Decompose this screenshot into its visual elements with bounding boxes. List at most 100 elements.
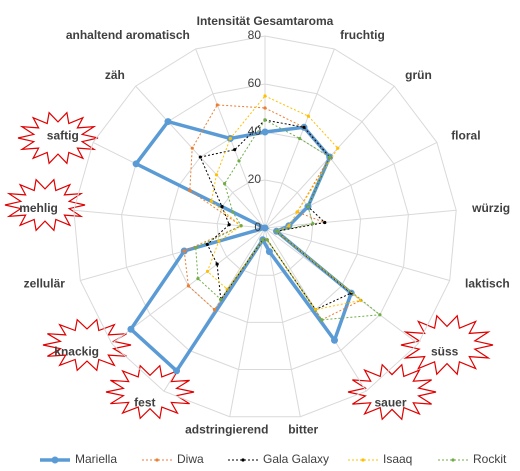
data-point: [196, 277, 200, 281]
data-point: [295, 210, 299, 214]
data-point: [188, 188, 192, 193]
category-label: anhaltend aromatisch: [66, 28, 190, 42]
data-point: [378, 313, 382, 317]
starburst: [400, 314, 494, 376]
legend-marker: [155, 458, 159, 462]
category-label: laktisch: [465, 277, 510, 291]
data-point: [263, 94, 267, 98]
legend-label: Gala Galaxy: [263, 452, 329, 466]
data-point: [306, 205, 310, 209]
data-point: [237, 159, 241, 163]
y-tick-label: 60: [248, 76, 262, 90]
category-label: knackig: [54, 344, 99, 358]
series-line: [183, 104, 362, 321]
data-point: [231, 210, 235, 214]
data-point: [336, 146, 340, 150]
y-tick-label: 80: [248, 28, 262, 42]
spoke: [264, 209, 457, 229]
legend-label: Rockit: [473, 452, 507, 466]
data-point: [298, 136, 302, 141]
data-point: [182, 249, 186, 253]
category-label: zellulär: [24, 277, 66, 291]
data-point: [217, 239, 221, 243]
data-point: [205, 242, 209, 247]
data-point: [263, 118, 267, 122]
data-point: [198, 155, 202, 159]
y-tick-label: 20: [248, 172, 262, 186]
data-point: [330, 336, 338, 344]
spoke: [73, 209, 266, 229]
data-point: [132, 160, 140, 168]
data-point: [127, 325, 135, 333]
data-point: [261, 224, 269, 232]
data-point: [323, 220, 327, 225]
starburst: [105, 364, 195, 420]
data-point: [209, 199, 213, 203]
y-tick-label: 40: [248, 124, 262, 138]
data-point: [186, 284, 190, 288]
data-point: [190, 146, 194, 150]
y-tick-label: 0: [254, 220, 261, 234]
data-point: [265, 238, 269, 242]
data-point: [261, 128, 269, 136]
category-label: sauer: [374, 395, 406, 409]
category-label: zäh: [105, 68, 125, 82]
data-point: [306, 114, 310, 118]
category-label: grün: [405, 68, 432, 82]
data-point: [164, 118, 172, 126]
data-point: [261, 238, 265, 242]
data-point: [265, 248, 273, 256]
data-point: [302, 125, 306, 129]
data-point: [214, 173, 219, 177]
series: [194, 118, 382, 322]
data-point: [274, 229, 279, 233]
category-label: fest: [134, 395, 155, 409]
data-point: [219, 297, 223, 302]
category-label: bitter: [288, 423, 318, 437]
starburst: [4, 178, 86, 232]
starburst: [347, 363, 437, 421]
data-point: [228, 136, 232, 141]
grid-line: [73, 35, 457, 418]
data-point: [220, 205, 224, 209]
category-label: adstringierend: [185, 423, 268, 437]
legend-marker: [241, 458, 245, 462]
data-point: [328, 155, 332, 159]
spoke: [264, 227, 301, 417]
legend-label: Diwa: [177, 452, 204, 466]
spoke: [229, 227, 266, 417]
legend-label: Mariella: [75, 452, 117, 466]
spoke: [264, 227, 450, 282]
data-point: [263, 106, 267, 110]
data-point: [239, 224, 243, 228]
category-label: würzig: [471, 201, 510, 215]
data-point: [313, 308, 318, 312]
legend-marker: [51, 456, 59, 464]
data-point: [222, 182, 227, 186]
series: [205, 94, 363, 312]
legend-marker: [361, 458, 365, 462]
spoke: [264, 141, 438, 229]
category-label: süss: [431, 344, 459, 358]
data-point: [287, 224, 291, 228]
data-point: [205, 269, 210, 273]
series: [198, 118, 353, 312]
data-point: [320, 318, 324, 322]
data-point: [227, 223, 231, 227]
category-label: fruchtig: [340, 28, 385, 42]
grid-line: [168, 131, 362, 323]
category-label: Intensität Gesamtaroma: [197, 14, 334, 28]
category-label: floral: [451, 128, 480, 142]
data-point: [215, 262, 219, 266]
starburst: [17, 111, 99, 165]
category-label: saftig: [47, 128, 79, 142]
series-line: [195, 119, 382, 321]
series-line: [199, 119, 353, 311]
data-point: [212, 308, 217, 312]
data-point: [173, 367, 181, 375]
legend-marker: [451, 458, 455, 462]
data-point: [311, 221, 315, 226]
data-point: [215, 103, 219, 107]
category-label: mehlig: [19, 201, 58, 215]
